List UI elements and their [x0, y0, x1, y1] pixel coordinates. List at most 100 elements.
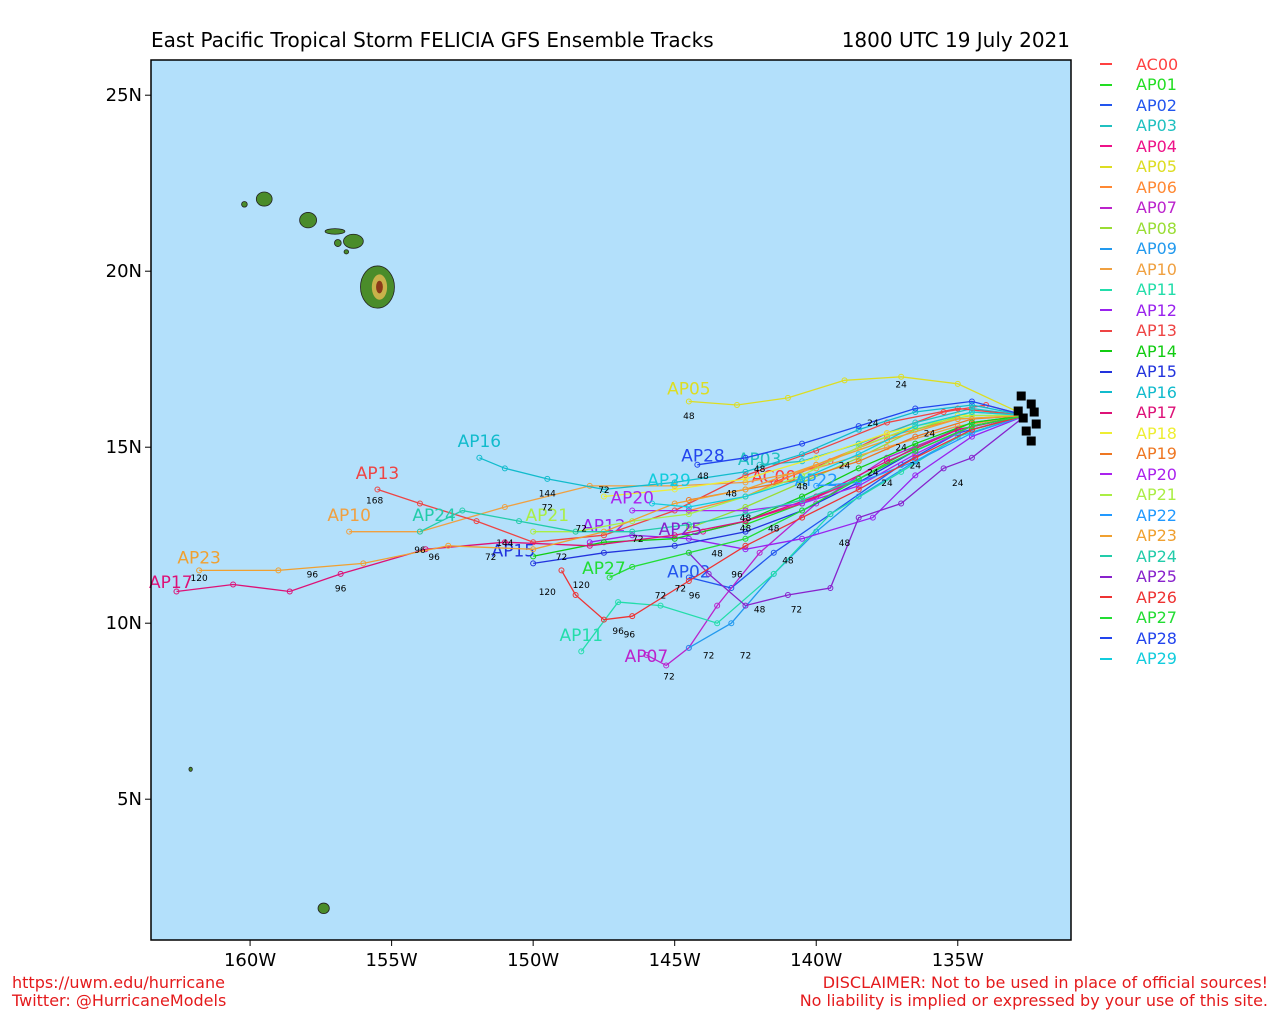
track-point: [968, 423, 975, 430]
track-point: [912, 454, 919, 461]
hour-label: 96: [428, 553, 440, 563]
track-label-ap03: AP03: [738, 450, 782, 470]
track-point: [629, 563, 636, 570]
track-point: [799, 451, 806, 458]
initial-position-marker: [1016, 391, 1026, 401]
track-point: [968, 433, 975, 440]
legend-item-ap02: AP02: [1100, 95, 1178, 116]
legend-item-ap12: AP12: [1100, 300, 1178, 321]
hour-label: 96: [624, 630, 636, 640]
legend-swatch: [1100, 452, 1112, 455]
track-point: [770, 570, 777, 577]
legend-label: AP17: [1136, 403, 1177, 423]
legend-label: AP19: [1136, 444, 1177, 464]
track-ap28: [697, 400, 1026, 466]
track-point: [912, 447, 919, 454]
legend-swatch: [1100, 165, 1112, 168]
track-point: [196, 567, 203, 574]
hour-label: 72: [791, 606, 802, 616]
track-point: [501, 465, 508, 472]
hour-label: 120: [191, 574, 208, 584]
track-point: [855, 514, 862, 521]
track-point: [422, 546, 429, 553]
legend-swatch: [1100, 350, 1112, 353]
track-ap27: [609, 414, 1026, 578]
hour-label: 96: [414, 546, 426, 556]
legend-swatch: [1100, 247, 1112, 250]
ocean-background: [151, 60, 1071, 940]
track-point: [671, 482, 678, 489]
track-point: [742, 521, 749, 528]
track-point: [884, 458, 890, 465]
legend-label: AP25: [1136, 567, 1177, 587]
map-frame: [150, 59, 1072, 941]
hour-label: 24: [952, 479, 964, 489]
track-label-ap27: AP27: [582, 559, 626, 579]
lon-tick-label: 140W: [790, 950, 842, 971]
legend-item-ap04: AP04: [1100, 136, 1178, 157]
track-point: [884, 437, 890, 444]
legend-label: AP18: [1136, 423, 1177, 443]
track-point: [286, 588, 293, 595]
track-point: [968, 419, 975, 426]
legend-swatch: [1100, 514, 1112, 517]
track-point: [898, 468, 905, 475]
track-point: [912, 451, 919, 458]
legend-swatch: [1100, 186, 1112, 189]
track-point: [869, 514, 876, 521]
track-point: [530, 528, 537, 535]
track-point: [855, 451, 862, 458]
disclaimer-line-2: No liability is implied or expressed by …: [799, 991, 1268, 1010]
track-point: [884, 433, 890, 440]
track-point: [742, 546, 749, 553]
map-title: East Pacific Tropical Storm FELICIA GFS …: [151, 28, 714, 52]
track-point: [912, 405, 919, 412]
track-point: [912, 423, 919, 430]
track-ap12: [589, 414, 1026, 550]
track-ap26: [560, 414, 1026, 621]
track-label-ap22: AP22: [794, 471, 838, 491]
track-point: [685, 549, 692, 556]
legend-label: AP03: [1136, 116, 1177, 136]
legend-swatch: [1100, 637, 1112, 640]
track-point: [558, 567, 565, 574]
track-point: [742, 479, 749, 486]
website-link[interactable]: https://uwm.edu/hurricane: [12, 973, 225, 992]
track-point: [685, 577, 692, 584]
track-point: [629, 528, 636, 535]
track-point: [685, 504, 692, 511]
legend-label: AP29: [1136, 649, 1177, 669]
legend-label: AP27: [1136, 608, 1177, 628]
track-label-ap11: AP11: [560, 626, 604, 646]
legend-label: AP20: [1136, 464, 1177, 484]
island-kiritimati: [317, 902, 330, 914]
track-point: [346, 528, 353, 535]
track-point: [685, 644, 692, 651]
initial-position-marker: [1026, 399, 1036, 409]
track-label-ap15: AP15: [492, 541, 536, 561]
lat-tick-label: 5N: [117, 789, 142, 810]
track-point: [855, 482, 862, 489]
island-palmyra: [188, 766, 193, 772]
hour-label: 120: [573, 581, 590, 591]
track-point: [275, 567, 282, 574]
track-point: [855, 479, 862, 486]
hour-label: 48: [711, 549, 723, 559]
hour-label: 96: [612, 627, 624, 637]
legend-label: AP26: [1136, 587, 1177, 607]
track-ap29: [651, 411, 1026, 508]
track-point: [671, 535, 678, 542]
track-point: [742, 504, 749, 511]
track-ap23: [199, 414, 1026, 572]
track-point: [742, 542, 749, 549]
track-point: [742, 486, 749, 493]
island-niihau: [241, 201, 248, 208]
track-point: [813, 482, 820, 489]
initial-position-marker: [1018, 413, 1028, 423]
track-point: [649, 500, 656, 507]
hour-label: 24: [924, 430, 936, 440]
track-point: [606, 574, 613, 581]
twitter-handle[interactable]: Twitter: @HurricaneModels: [12, 991, 227, 1010]
track-label-ap17: AP17: [149, 573, 193, 593]
legend-label: AP04: [1136, 136, 1177, 156]
